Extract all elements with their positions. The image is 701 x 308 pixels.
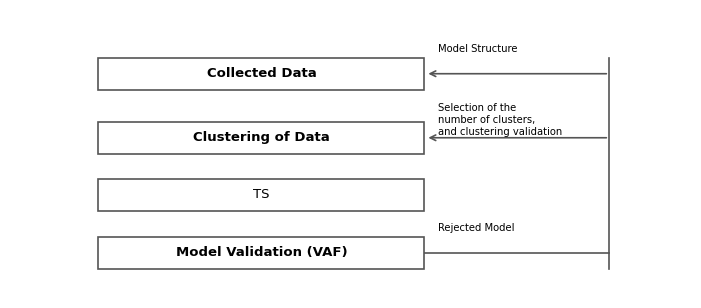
Text: Collected Data: Collected Data [207, 67, 316, 80]
Text: Rejected Model: Rejected Model [438, 223, 515, 233]
FancyBboxPatch shape [98, 237, 424, 269]
Text: Model Structure: Model Structure [438, 44, 517, 54]
FancyBboxPatch shape [98, 179, 424, 211]
Text: TS: TS [253, 188, 270, 201]
Text: Selection of the
number of clusters,
and clustering validation: Selection of the number of clusters, and… [438, 103, 562, 136]
FancyBboxPatch shape [98, 58, 424, 90]
Text: Clustering of Data: Clustering of Data [193, 131, 330, 144]
Text: Model Validation (VAF): Model Validation (VAF) [176, 246, 347, 259]
FancyBboxPatch shape [98, 122, 424, 154]
